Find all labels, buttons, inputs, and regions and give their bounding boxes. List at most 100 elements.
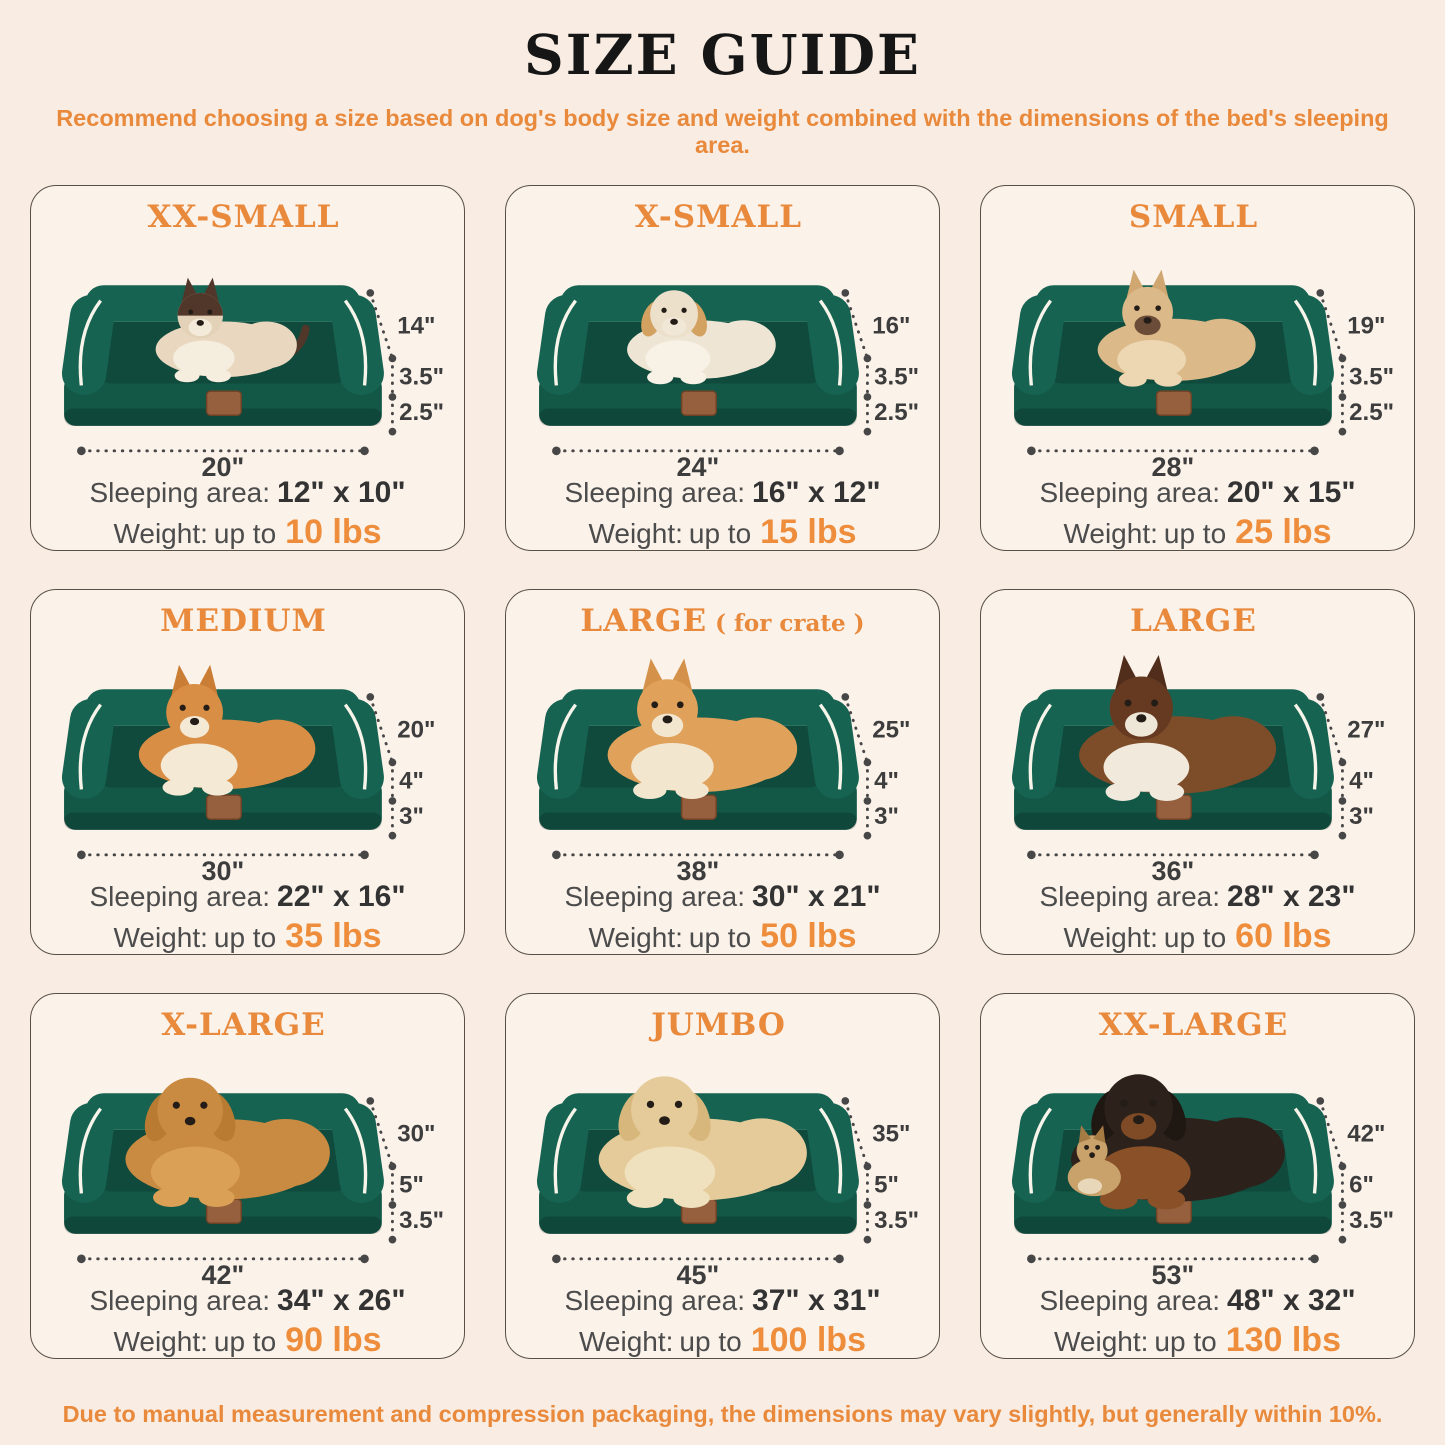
- bed-left-arm: [536, 295, 590, 395]
- width-line-right-dot: [360, 1254, 369, 1264]
- sleeping-area-line: Sleeping area: 30" x 21": [514, 880, 931, 914]
- bed-illustration: 14" 3.5" 2.5" 20": [61, 277, 444, 478]
- animal-rear: [238, 719, 316, 779]
- bed-illustration: 20" 4" 3" 30": [61, 664, 435, 882]
- bed-left-arm: [1011, 699, 1065, 799]
- animal-rear: [714, 717, 798, 781]
- animal-muzzle: [661, 317, 687, 336]
- recommendation-subtitle: Recommend choosing a size based on dog's…: [56, 105, 1389, 158]
- brand-tag: [205, 390, 242, 416]
- animal-illustration: [1079, 655, 1277, 801]
- bed-left-arm: [61, 1103, 115, 1203]
- sleeping-area-line: Sleeping area: 20" x 15": [989, 476, 1406, 510]
- animal-illustration: [155, 277, 310, 383]
- base-height-label: 3.5": [1349, 1207, 1394, 1234]
- weight-value: 25 lbs: [1235, 512, 1332, 551]
- base-height-label: 3": [874, 803, 899, 830]
- brand-tag: [1155, 390, 1192, 416]
- bed-back-bolster: [1035, 689, 1311, 726]
- bed-base-shadow: [64, 408, 382, 426]
- up-to-label: up to: [213, 1325, 277, 1357]
- up-to-label: up to: [679, 1325, 742, 1357]
- weight-label: Weight:: [588, 517, 683, 549]
- height-dimension-line: [368, 695, 394, 764]
- back-height-label: 25": [872, 716, 910, 743]
- width-label: 38": [677, 856, 720, 882]
- sleeping-area-value: 37" x 31": [752, 1283, 881, 1317]
- up-to-label: up to: [1163, 517, 1227, 549]
- sleeping-area-line: Sleeping area: 22" x 16": [39, 880, 456, 914]
- dimension-annotations: 16" 3.5" 2.5" 24": [552, 289, 919, 478]
- animal-nose: [190, 717, 200, 726]
- animal-paw-right: [1154, 371, 1182, 387]
- measurement-disclaimer: Due to manual measurement and compressio…: [62, 1401, 1383, 1427]
- width-line-right-dot: [835, 1254, 844, 1264]
- bed-back-bolster: [85, 285, 361, 322]
- width-label: 20": [202, 452, 245, 478]
- cat-mask: [177, 292, 223, 316]
- animal-paw-right: [198, 1187, 235, 1207]
- size-card: XX-LARGE: [980, 993, 1415, 1359]
- animal-eye-left: [651, 701, 659, 709]
- piping-right: [1293, 1107, 1318, 1194]
- page-title: SIZE GUIDE: [524, 22, 921, 87]
- size-name: XX-LARGE: [1098, 1007, 1289, 1043]
- size-guide-grid: XX-SMALL: [30, 185, 1415, 1359]
- bolster-height-label: 6": [1349, 1171, 1374, 1198]
- base-line-bottom-dot: [388, 831, 397, 840]
- width-line-right-dot: [1310, 446, 1319, 456]
- animal-chest: [1097, 1146, 1191, 1200]
- animal-eye-left: [188, 309, 194, 315]
- bed-base-shadow: [1014, 1216, 1332, 1234]
- animal-nose: [1133, 1115, 1145, 1125]
- bolster-height-label: 4": [874, 767, 899, 794]
- bed-right-arm: [806, 1103, 859, 1203]
- weight-label: Weight:: [113, 517, 208, 549]
- animal-illustration: [598, 1076, 807, 1208]
- animal-nose: [196, 320, 204, 326]
- piping-right: [818, 1107, 843, 1194]
- up-to-label: up to: [688, 517, 752, 549]
- back-height-label: 42": [1347, 1120, 1385, 1147]
- companion-dog: [1067, 1125, 1121, 1197]
- animal-nose: [184, 1116, 196, 1126]
- sleeping-area-value: 20" x 15": [1227, 475, 1356, 509]
- animal-paw-right: [201, 779, 234, 796]
- base-line-bottom-dot: [1338, 427, 1347, 436]
- animal-eye-right: [681, 307, 687, 313]
- bed-left-arm: [536, 699, 590, 799]
- animal-muzzle: [1124, 712, 1158, 737]
- piping-left: [553, 299, 577, 386]
- sleeping-area-label: Sleeping area:: [89, 880, 271, 912]
- size-card: LARGE: [980, 589, 1415, 955]
- sleeping-area-label: Sleeping area:: [564, 476, 746, 508]
- size-name: XX-SMALL: [147, 199, 340, 235]
- animal-paw-right: [1149, 782, 1185, 801]
- weight-value: 35 lbs: [285, 916, 382, 955]
- bed-illustration: 27" 4" 3" 36": [1011, 655, 1385, 882]
- animal-eye-right: [676, 701, 684, 709]
- animal-illustration: [1097, 269, 1256, 387]
- weight-line: Weight: up to 15 lbs: [514, 513, 931, 552]
- piping-right: [343, 703, 368, 790]
- animal-eye-left: [1134, 305, 1140, 311]
- animal-chest: [160, 743, 238, 788]
- animal-chest: [173, 340, 235, 376]
- sleeping-area-label: Sleeping area:: [1039, 880, 1221, 912]
- sleeping-area-label: Sleeping area:: [1039, 1284, 1221, 1316]
- back-height-label: 27": [1347, 716, 1385, 743]
- bolster-height-label: 4": [1349, 767, 1374, 794]
- base-height-label: 2.5": [874, 399, 919, 426]
- weight-value: 50 lbs: [760, 916, 857, 955]
- sleeping-area-line: Sleeping area: 48" x 32": [989, 1284, 1406, 1318]
- weight-line: Weight: up to 50 lbs: [514, 917, 931, 956]
- weight-value: 10 lbs: [285, 512, 382, 551]
- sleeping-area-value: 48" x 32": [1227, 1283, 1356, 1317]
- bed-illustration: 25" 4" 3" 38": [536, 658, 910, 882]
- animal-rear: [1191, 1117, 1285, 1189]
- weight-label: Weight:: [113, 1325, 208, 1357]
- animal-rear: [240, 1119, 330, 1187]
- bed-illustration: 16" 3.5" 2.5" 24": [536, 285, 919, 478]
- size-name: X-LARGE: [161, 1007, 326, 1043]
